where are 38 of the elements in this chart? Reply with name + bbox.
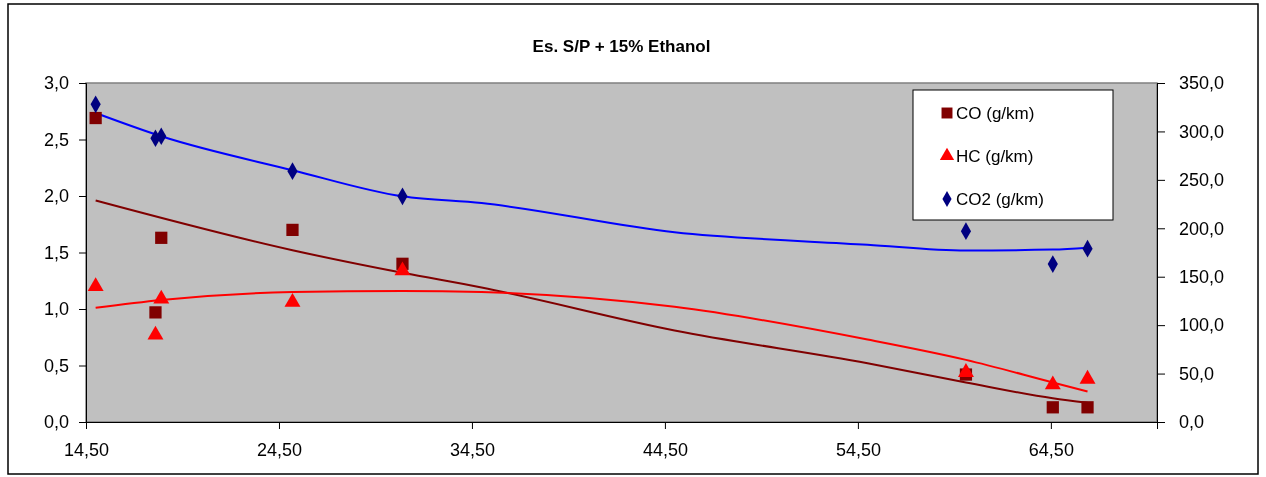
line-series: [94, 289, 1089, 393]
chart-title: Es. S/P + 15% Ethanol: [532, 37, 711, 56]
point: [153, 289, 170, 304]
y-tick-label: 1,0: [43, 299, 69, 320]
point: [1044, 375, 1061, 390]
y2-tick-label: 250,0: [1179, 170, 1225, 191]
x-tick-label: 64,50: [1028, 439, 1074, 460]
x-tick-label: 54,50: [835, 439, 881, 460]
point: [147, 325, 164, 340]
point: [286, 223, 299, 237]
x-tick-label: 24,50: [256, 439, 302, 460]
point: [89, 111, 102, 125]
y2-tick-label: 150,0: [1179, 266, 1225, 287]
y-tick-label: 3,0: [43, 73, 69, 94]
point: [284, 293, 301, 307]
legend-label: CO (g/km): [956, 104, 1035, 123]
y-tick-label: 0,0: [43, 412, 69, 433]
point: [394, 261, 411, 276]
legend-label: HC (g/km): [956, 147, 1034, 166]
point: [155, 231, 168, 244]
y-tick-label: 0,5: [43, 355, 69, 376]
y-tick-label: 1,5: [43, 242, 69, 263]
legend-label: CO2 (g/km): [956, 190, 1044, 209]
y2-tick-label: 300,0: [1179, 121, 1225, 142]
x-tick-label: 44,50: [642, 439, 688, 460]
point: [87, 277, 104, 291]
point: [957, 363, 974, 377]
y-tick-label: 2,0: [43, 186, 69, 207]
x-tick-label: 14,50: [63, 439, 110, 460]
point: [149, 306, 162, 319]
y2-tick-label: 0,0: [1179, 412, 1205, 433]
x-tick-label: 34,50: [449, 439, 495, 460]
y2-tick-label: 350,0: [1179, 73, 1225, 94]
point: [1079, 369, 1096, 384]
y2-tick-label: 100,0: [1179, 315, 1225, 336]
y-tick-label: 2,5: [43, 129, 69, 150]
y2-tick-label: 50,0: [1179, 363, 1215, 384]
y2-tick-label: 200,0: [1179, 218, 1225, 239]
